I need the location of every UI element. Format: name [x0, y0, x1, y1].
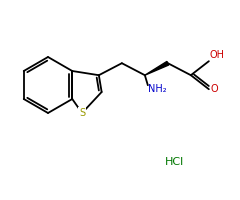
Text: NH₂: NH₂ [148, 84, 167, 94]
Text: OH: OH [210, 50, 225, 60]
Text: O: O [211, 84, 218, 94]
Text: S: S [79, 108, 85, 118]
Text: HCl: HCl [165, 157, 184, 167]
Polygon shape [145, 61, 169, 75]
